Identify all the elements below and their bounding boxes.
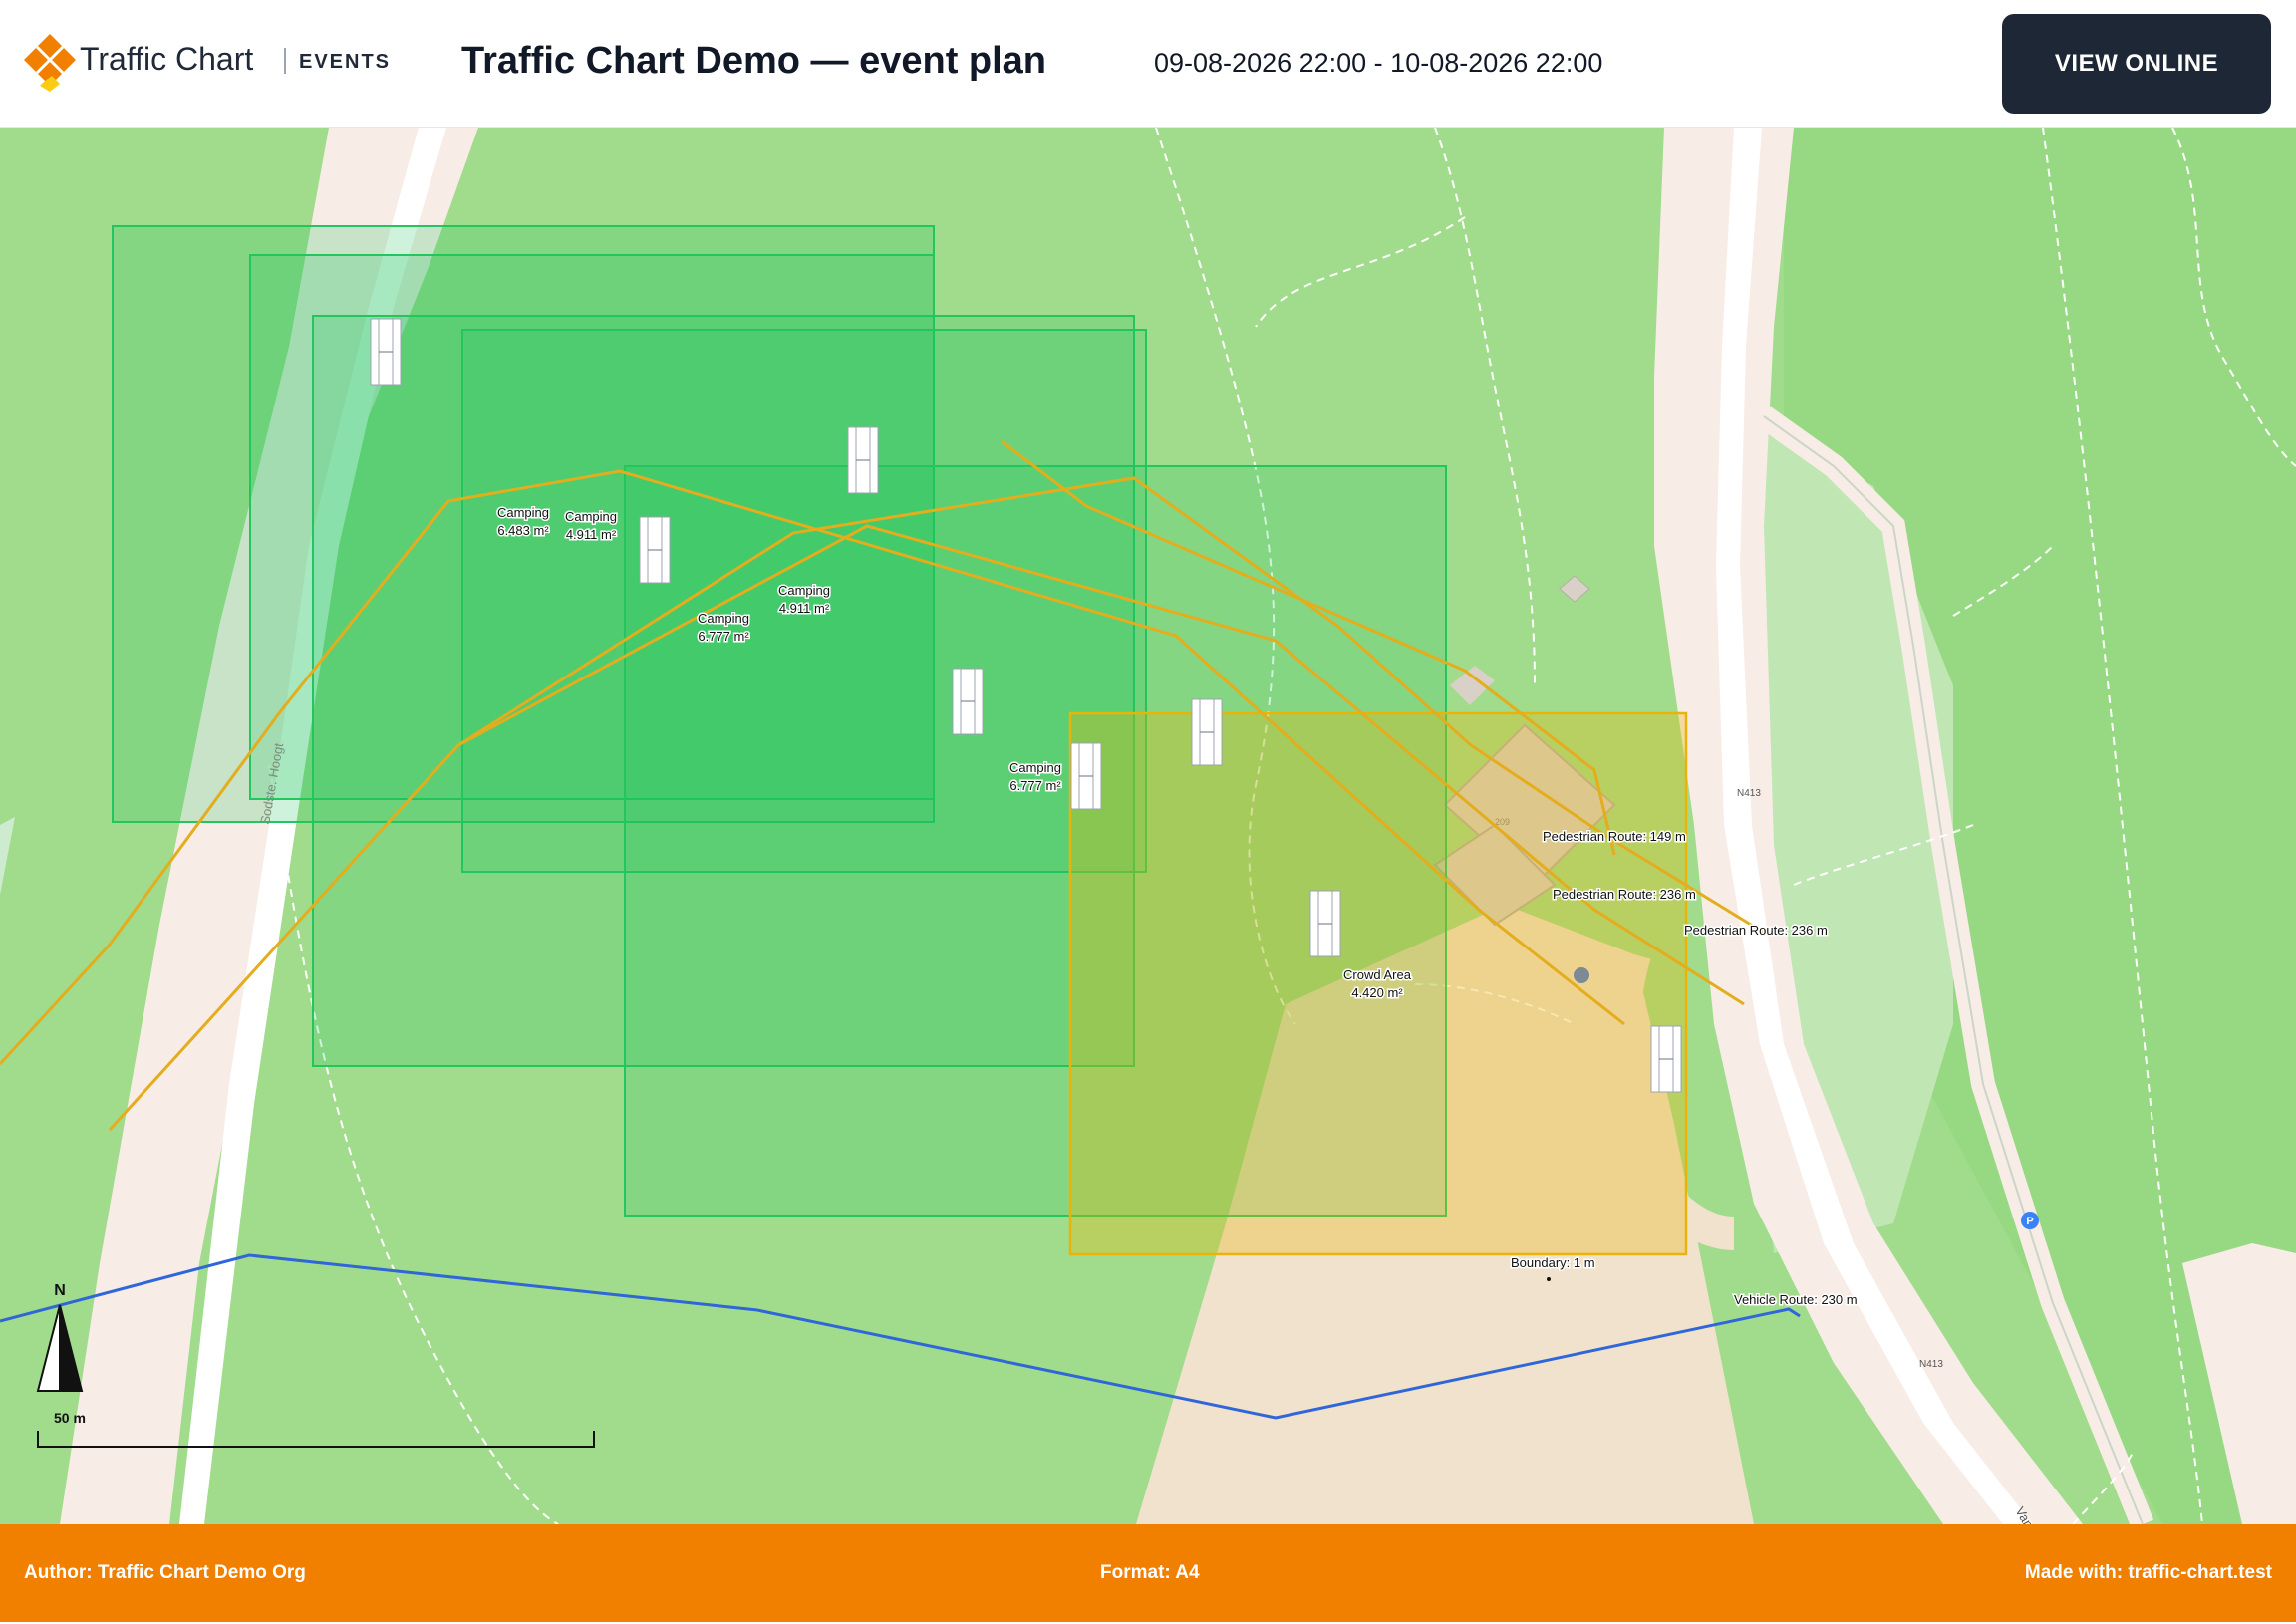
camping-area-2 bbox=[249, 254, 935, 800]
camping-label-area: 6.777 m² bbox=[698, 629, 749, 644]
camping-area-5 bbox=[624, 465, 1447, 1217]
toilet-icon[interactable] bbox=[1650, 1025, 1682, 1093]
camping-label-name: Camping bbox=[778, 583, 830, 598]
footer: Author: Traffic Chart Demo Org Format: A… bbox=[0, 1524, 2296, 1622]
small-shed bbox=[1559, 575, 1590, 603]
toilet-icon[interactable] bbox=[639, 516, 671, 584]
crowd-area bbox=[1068, 711, 1688, 1256]
pedestrian-route-1 bbox=[0, 469, 1625, 1066]
pedestrian-route-4 bbox=[1001, 439, 1616, 856]
toilet-icon[interactable] bbox=[952, 668, 984, 735]
camping-label-area: 6.483 m² bbox=[497, 523, 549, 538]
camping-label-name: Camping bbox=[497, 505, 549, 520]
vehicle-route bbox=[0, 1253, 1801, 1420]
scale-label: 50 m bbox=[54, 1410, 86, 1426]
parking-label: P bbox=[2026, 1216, 2033, 1227]
pedestrian-route-2 bbox=[108, 524, 1745, 1132]
toilet-icon[interactable] bbox=[1070, 742, 1102, 810]
map-canvas[interactable]: 209 bbox=[0, 128, 2296, 1524]
traffic-chart-logo-icon bbox=[24, 34, 76, 92]
pedestrian-route-3 bbox=[457, 476, 1765, 935]
brand-divider bbox=[284, 48, 286, 74]
camping-area-4 bbox=[461, 329, 1147, 873]
scale-bar: 50 m bbox=[37, 1410, 595, 1448]
north-label: N bbox=[54, 1282, 66, 1299]
boundary-marker bbox=[1547, 1277, 1551, 1281]
camping-area-3 bbox=[312, 315, 1135, 1067]
brand-subtitle: EVENTS bbox=[299, 51, 392, 73]
pedestrian-route-1-label: Pedestrian Route: 149 m bbox=[1543, 829, 1686, 844]
building-number: 209 bbox=[1495, 817, 1510, 827]
vehicle-route-label: Vehicle Route: 230 m bbox=[1734, 1292, 1858, 1307]
toilet-icon[interactable] bbox=[847, 426, 879, 494]
boundary-label: Boundary: 1 m bbox=[1511, 1255, 1595, 1270]
east-field bbox=[1784, 128, 2296, 1524]
crowd-area-label-area: 4.420 m² bbox=[1351, 985, 1403, 1000]
parking-icon bbox=[2021, 1212, 2039, 1229]
toilet-icon[interactable] bbox=[1191, 698, 1223, 766]
event-map[interactable]: 209 bbox=[0, 128, 2296, 1524]
view-online-button[interactable]: VIEW ONLINE bbox=[2002, 14, 2271, 114]
toilet-icon[interactable] bbox=[1309, 890, 1341, 957]
brand-name: Traffic Chart bbox=[80, 41, 254, 77]
west-sliver bbox=[0, 817, 15, 895]
crowd-area-label-name: Crowd Area bbox=[1343, 967, 1412, 982]
pedestrian-route-2-label: Pedestrian Route: 236 m bbox=[1553, 887, 1696, 902]
east-road-lane bbox=[1716, 128, 2033, 1524]
west-road-lane bbox=[179, 128, 446, 1524]
page-title: Traffic Chart Demo — event plan bbox=[461, 40, 1047, 82]
picnic-icon bbox=[1574, 967, 1589, 983]
camping-label-area: 6.777 m² bbox=[1009, 778, 1061, 793]
toilet-icon[interactable] bbox=[370, 318, 402, 386]
pedestrian-route-3-label: Pedestrian Route: 236 m bbox=[1684, 923, 1828, 938]
event-date-range: 09-08-2026 22:00 - 10-08-2026 22:00 bbox=[1154, 48, 1603, 78]
access-loop bbox=[1603, 949, 1735, 1250]
camping-label-name: Camping bbox=[565, 509, 617, 524]
road-label-n413: N413 bbox=[1737, 788, 1761, 799]
camping-label-area: 4.911 m² bbox=[566, 527, 617, 542]
road-label-n413: N413 bbox=[1919, 1359, 1943, 1370]
camping-label-name: Camping bbox=[1009, 760, 1061, 775]
footer-author: Author: Traffic Chart Demo Org bbox=[24, 1562, 306, 1583]
east-road-n413 bbox=[1654, 128, 2083, 1524]
camping-label-area: 4.911 m² bbox=[779, 601, 830, 616]
north-arrow-icon: N bbox=[36, 1282, 84, 1392]
footer-format: Format: A4 bbox=[1100, 1562, 1200, 1583]
footer-made-with: Made with: traffic-chart.test bbox=[2024, 1562, 2272, 1583]
east-edge-patch bbox=[2182, 1243, 2296, 1524]
header: Traffic Chart EVENTS Traffic Chart Demo … bbox=[0, 0, 2296, 128]
camping-label-name: Camping bbox=[698, 611, 749, 626]
